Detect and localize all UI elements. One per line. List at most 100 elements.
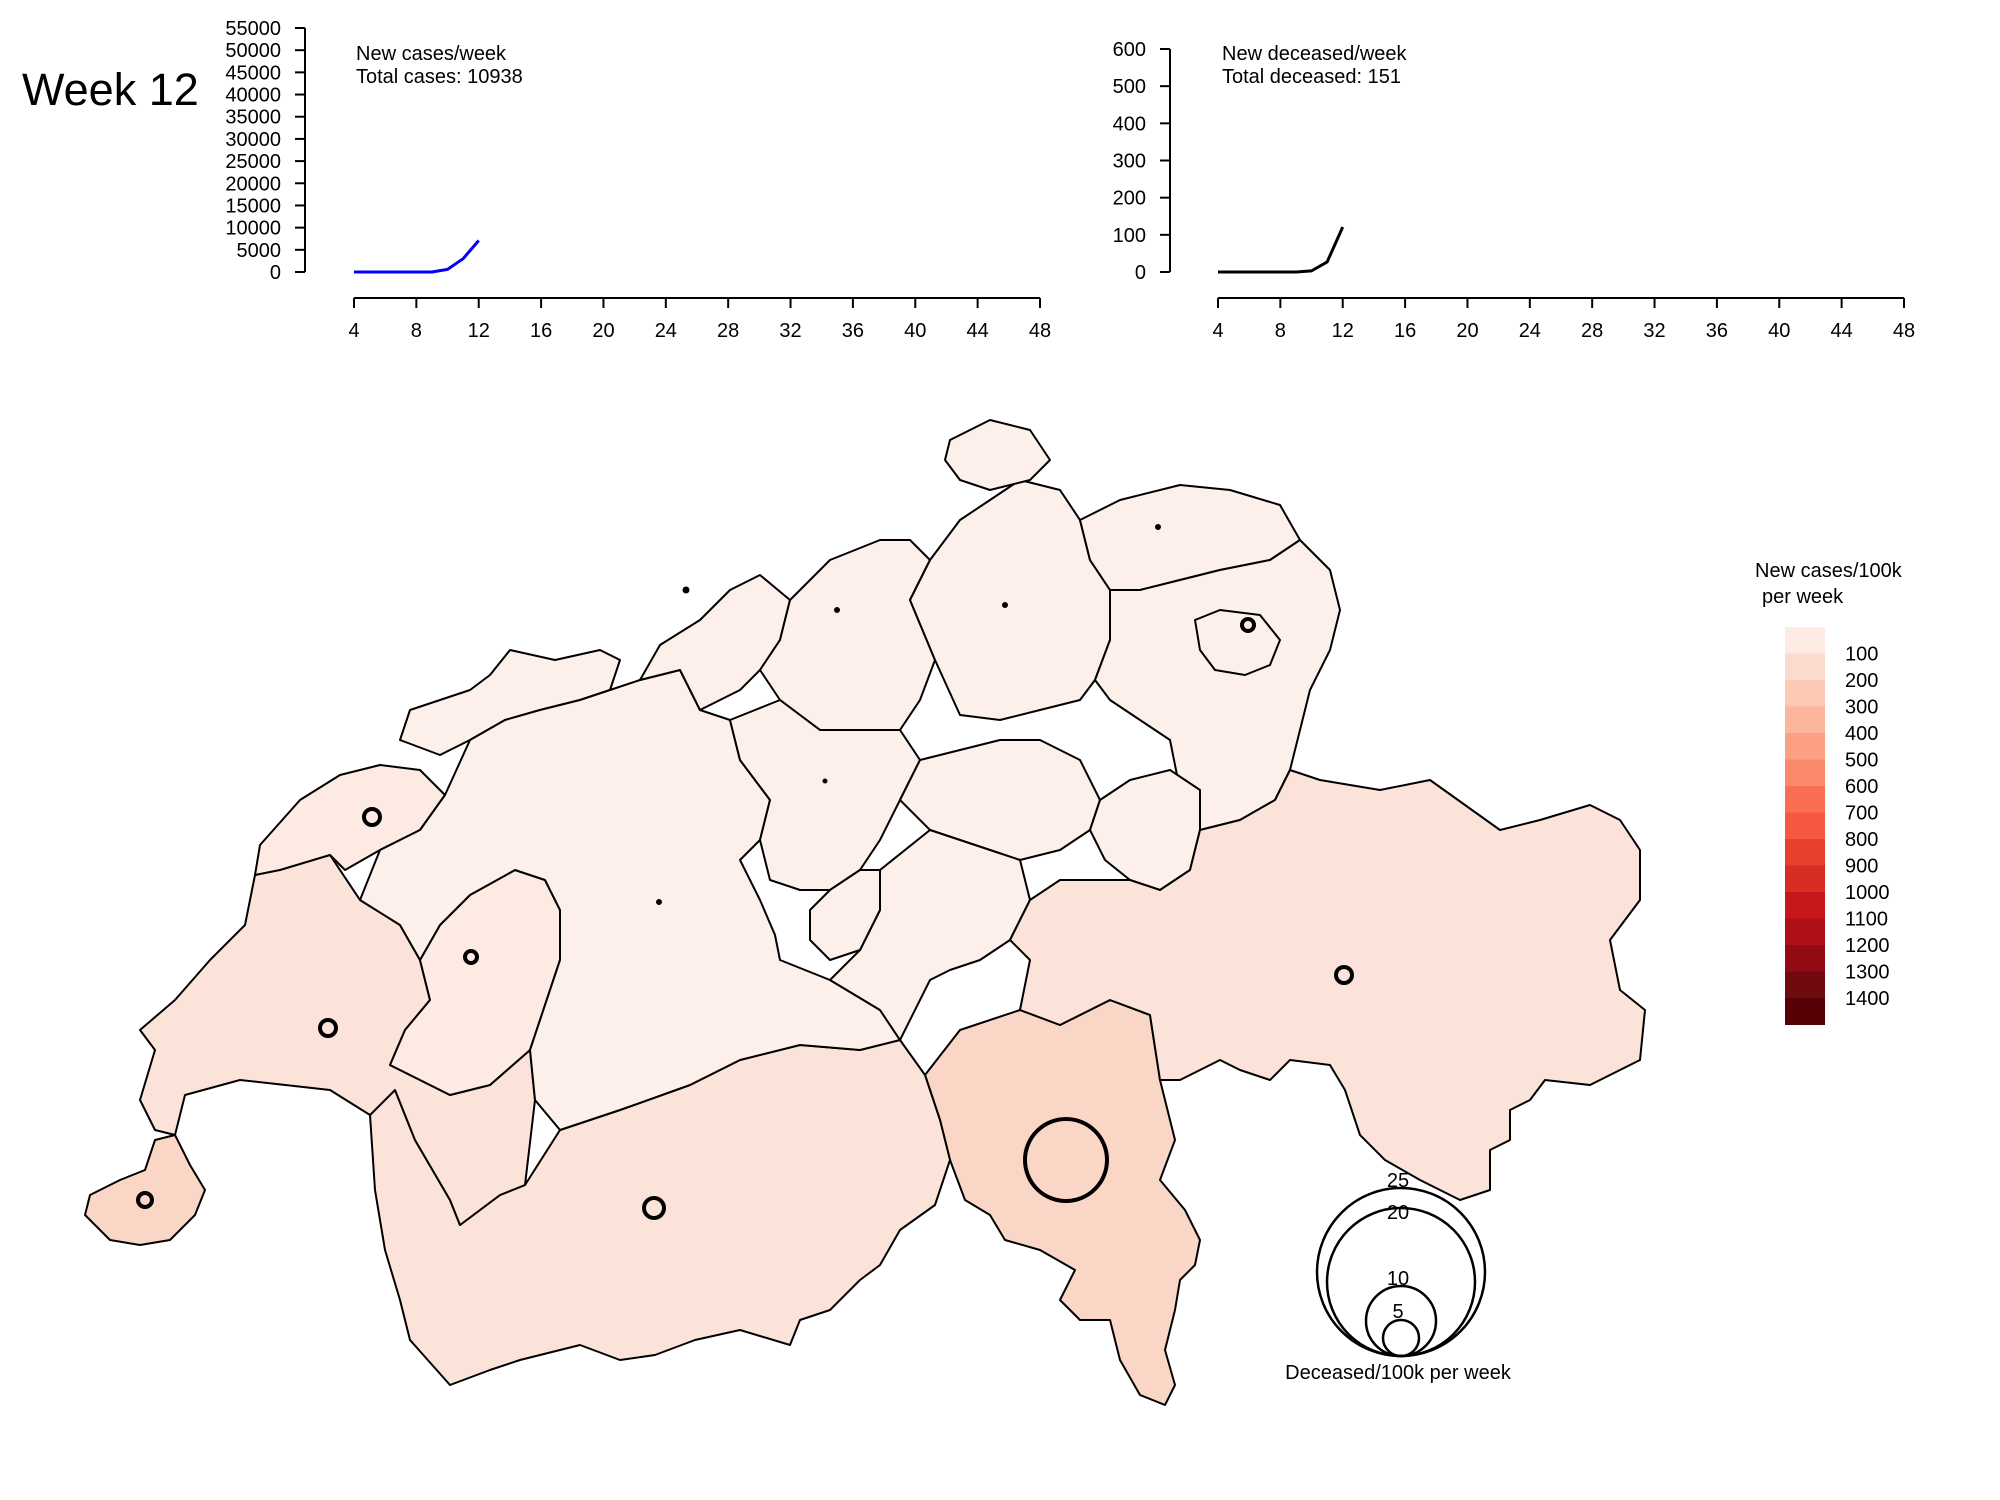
deceased-x-tick-label: 28	[1581, 320, 1603, 342]
color-legend-label: 100	[1845, 644, 1878, 666]
deceased-x-tick-label: 16	[1394, 320, 1416, 342]
canton-schwyz	[899, 739, 1101, 861]
cases-x-tick-label: 24	[655, 320, 677, 342]
size-legend-label-5: 5	[1392, 1301, 1403, 1323]
color-legend-swatch	[1785, 786, 1825, 813]
deceased-y-axis: 0 100 200 300 400 500 600	[1113, 39, 1171, 284]
color-legend-swatch	[1785, 839, 1825, 866]
cases-y-tick-label: 5000	[237, 240, 282, 262]
deceased-y-tick-label: 300	[1113, 151, 1146, 173]
color-legend-label: 900	[1845, 856, 1878, 878]
color-legend-label: 600	[1845, 776, 1878, 798]
deceased-x-tick-label: 40	[1768, 320, 1790, 342]
cases-plot	[354, 239, 480, 274]
color-legend-swatch	[1785, 653, 1825, 681]
deceased-marker-fribourg	[463, 949, 479, 965]
deceased-marker-appenzell	[1240, 617, 1256, 633]
color-legend-label: 1400	[1845, 988, 1890, 1010]
color-legend-swatch	[1785, 892, 1825, 919]
cases-y-tick-label: 25000	[225, 151, 281, 173]
week-label: Week 12	[22, 64, 199, 115]
size-legend-circle-25	[1315, 1186, 1487, 1358]
cases-x-tick-label: 44	[967, 320, 989, 342]
deceased-series-line	[1218, 226, 1345, 274]
canton-graubunden	[1009, 769, 1646, 1201]
canton-appenzell	[1194, 609, 1281, 676]
canton-bern	[359, 669, 901, 1131]
canton-geneva	[84, 1134, 206, 1246]
cases-x-tick-label: 4	[348, 320, 359, 342]
deceased-x-tick-label: 4	[1212, 320, 1223, 342]
cases-chart-subtitle: Total cases: 10938	[356, 66, 523, 88]
color-legend-swatch	[1785, 706, 1825, 734]
size-legend-label-20: 20	[1387, 1202, 1409, 1224]
size-legend-label-10: 10	[1387, 1268, 1409, 1290]
deceased-marker-thurgau	[1155, 524, 1161, 530]
color-legend-label: 1200	[1845, 935, 1890, 957]
cases-x-axis: 4 8 12 16 20 24 28 32 36 40 44 48	[348, 297, 1051, 342]
canton-ticino	[924, 999, 1201, 1406]
cases-y-tick-label: 55000	[225, 18, 281, 40]
color-legend-swatch	[1785, 971, 1825, 999]
color-legend-swatch	[1785, 998, 1825, 1025]
canton-st-gallen	[1094, 539, 1341, 831]
deceased-y-tick-label: 400	[1113, 113, 1146, 135]
cases-x-tick-label: 8	[411, 320, 422, 342]
deceased-x-tick-label: 20	[1456, 320, 1478, 342]
color-legend-swatch	[1785, 812, 1825, 840]
deceased-marker-ticino	[1023, 1117, 1109, 1203]
deceased-marker-vaud	[318, 1018, 338, 1038]
cases-y-tick-label: 50000	[225, 40, 281, 62]
cases-chart-title: New cases/week	[356, 43, 507, 65]
deceased-marker-basel	[682, 586, 690, 594]
canton-solothurn	[639, 574, 791, 711]
color-legend-label: 1000	[1845, 882, 1890, 904]
color-legend-label: 700	[1845, 803, 1878, 825]
canton-schaffhausen	[944, 419, 1051, 491]
deceased-marker-bern	[656, 899, 662, 905]
cases-chart: New cases/week Total cases: 10938 050001…	[225, 18, 1051, 342]
size-legend-circle-10	[1364, 1284, 1438, 1358]
deceased-x-tick-label: 36	[1706, 320, 1728, 342]
cases-x-tick-label: 48	[1029, 320, 1051, 342]
cases-y-tick-label: 35000	[225, 107, 281, 129]
deceased-x-tick-label: 32	[1643, 320, 1665, 342]
deceased-x-axis: 4 8 12 16 20 24 28 32 36 40 44 48	[1212, 297, 1915, 342]
color-legend: New cases/100k per week 100 200 300 400 500 6…	[1755, 560, 1903, 1025]
canton-shapes	[84, 419, 1646, 1406]
deceased-x-tick-label: 44	[1831, 320, 1853, 342]
color-legend-label: 400	[1845, 723, 1878, 745]
color-legend-title-line1: New cases/100k	[1755, 560, 1903, 582]
canton-glarus	[1089, 769, 1201, 891]
deceased-y-tick-label: 0	[1135, 262, 1146, 284]
cases-x-tick-label: 36	[842, 320, 864, 342]
color-legend-label: 500	[1845, 750, 1878, 772]
deceased-x-tick-label: 48	[1893, 320, 1915, 342]
color-legend-label: 800	[1845, 829, 1878, 851]
deceased-marker-valais	[642, 1196, 666, 1220]
cases-y-tick-label: 20000	[225, 173, 281, 195]
canton-neuchatel	[254, 764, 446, 876]
color-legend-label: 1300	[1845, 962, 1890, 984]
canton-lucerne	[729, 699, 921, 891]
cases-x-tick-label: 32	[779, 320, 801, 342]
deceased-y-tick-label: 100	[1113, 225, 1146, 247]
deceased-marker-geneva	[136, 1191, 154, 1209]
canton-obwalden	[809, 869, 881, 961]
size-legend-title: Deceased/100k per week	[1285, 1362, 1512, 1384]
canton-fribourg	[389, 869, 561, 1096]
cases-y-tick-label: 45000	[225, 62, 281, 84]
cases-y-axis: 0500010000150002000025000300003500040000…	[225, 18, 306, 284]
deceased-chart-subtitle: Total deceased: 151	[1222, 66, 1401, 88]
cases-x-tick-label: 20	[592, 320, 614, 342]
deceased-y-tick-label: 500	[1113, 76, 1146, 98]
deceased-y-tick-label: 600	[1113, 39, 1146, 61]
deceased-marker-zurich	[1002, 602, 1008, 608]
deceased-marker-graubunden	[1334, 965, 1354, 985]
deceased-y-tick-label: 200	[1113, 188, 1146, 210]
color-legend-swatch	[1785, 945, 1825, 972]
size-legend-circle-5	[1381, 1318, 1421, 1358]
canton-uri	[829, 829, 1031, 1041]
color-legend-label: 200	[1845, 670, 1878, 692]
size-legend-label-25: 25	[1387, 1170, 1409, 1192]
